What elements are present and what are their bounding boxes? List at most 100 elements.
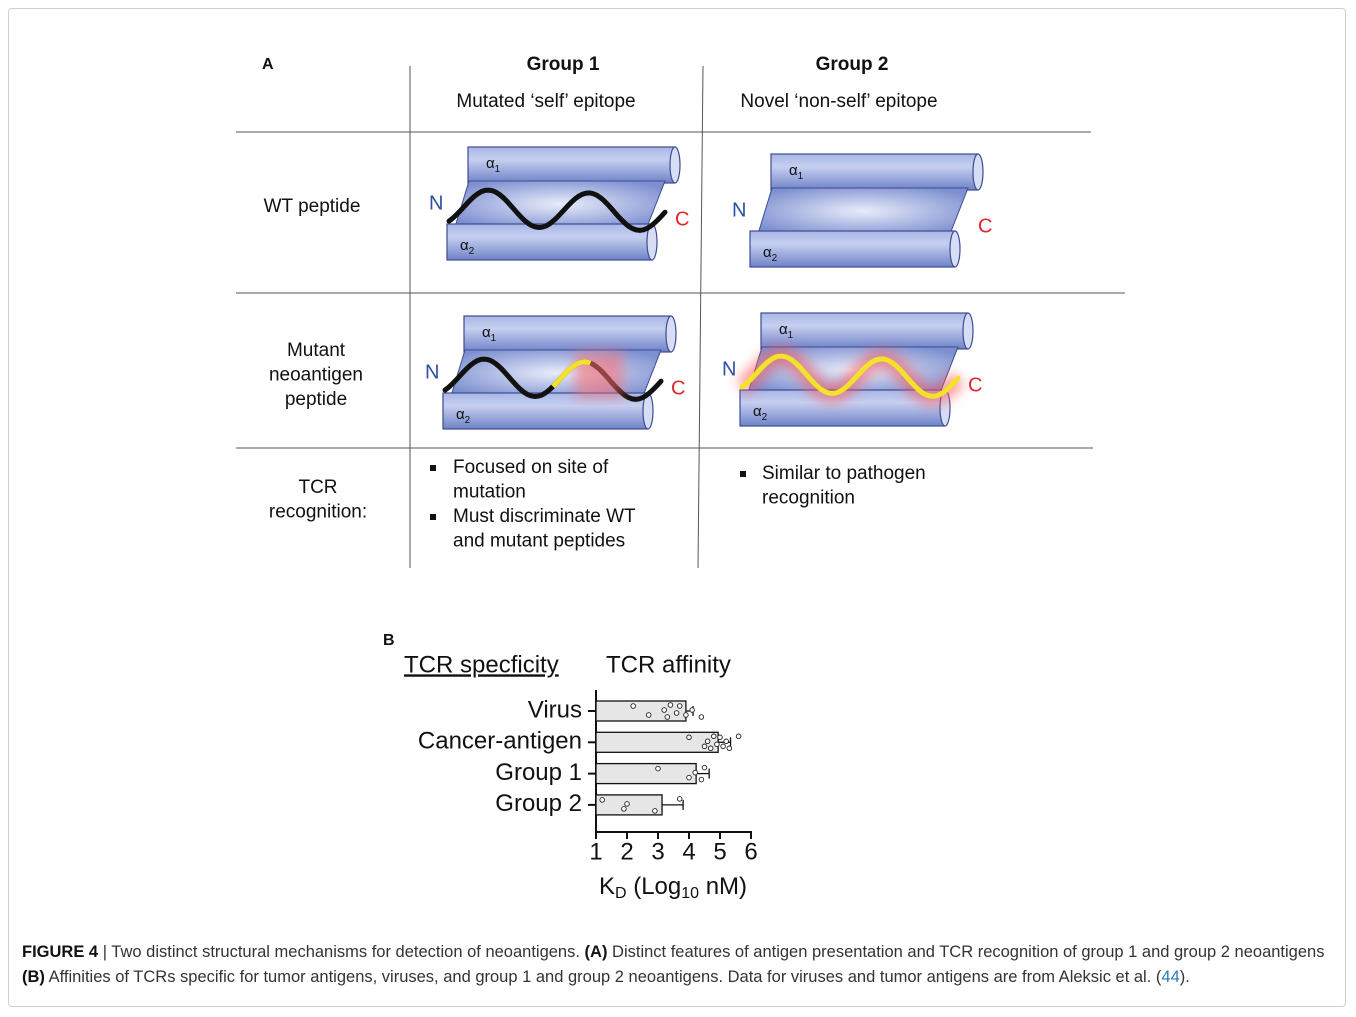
bullet: [430, 514, 436, 520]
data-point: [653, 809, 658, 814]
recognition-text: Must discriminate WT: [453, 506, 636, 527]
n-terminus: N: [429, 192, 443, 214]
reference-link[interactable]: 44: [1161, 968, 1179, 986]
x-tick-label: 1: [589, 838, 602, 865]
caption-part: Affinities of TCRs specific for tumor an…: [49, 968, 1162, 986]
c-terminus: C: [978, 215, 992, 237]
helix-symbol: α: [460, 237, 469, 254]
n-terminus: N: [732, 199, 746, 221]
data-point: [702, 765, 707, 770]
y-tick-label: Virus: [528, 696, 582, 723]
helix-end: [963, 313, 973, 349]
caption-part: Distinct features of antigen presentatio…: [612, 943, 1324, 961]
data-point: [727, 746, 732, 751]
caption: FIGURE 4 | Two distinct structural mecha…: [22, 940, 1338, 990]
row-label: peptide: [285, 389, 347, 410]
helix-end: [666, 316, 676, 352]
data-point: [656, 766, 661, 771]
column-title: Group 1: [527, 54, 600, 75]
data-point: [699, 777, 704, 782]
data-point: [684, 713, 689, 718]
row-label: TCR: [298, 477, 337, 498]
c-terminus: C: [675, 208, 689, 230]
helix-end: [670, 147, 680, 183]
helix-index: 2: [762, 412, 768, 423]
c-terminus: C: [968, 374, 982, 396]
data-point: [712, 734, 717, 739]
x-tick-label: 6: [744, 838, 757, 865]
n-terminus: N: [425, 361, 439, 383]
x-label-part: K: [599, 873, 615, 900]
column-header: TCR specficity: [404, 651, 559, 678]
c-terminus: C: [671, 377, 685, 399]
data-point: [600, 798, 605, 803]
helix: [443, 393, 648, 429]
groove-floor: [758, 188, 968, 234]
data-point: [724, 739, 729, 744]
x-tick-label: 2: [620, 838, 633, 865]
recognition-text: Focused on site of: [453, 457, 609, 478]
helix: [750, 231, 955, 267]
x-tick-label: 3: [651, 838, 664, 865]
data-point: [668, 703, 673, 708]
caption-part-label: (A): [585, 943, 608, 961]
data-point: [705, 739, 710, 744]
row-label: recognition:: [269, 502, 367, 523]
divider-line: [698, 66, 703, 568]
row-label: Mutant: [287, 340, 346, 361]
recognition-text: Similar to pathogen: [762, 463, 926, 484]
y-tick-label: Cancer-antigen: [418, 728, 582, 755]
x-tick-label: 5: [713, 838, 726, 865]
helix-end: [973, 154, 983, 190]
helix-symbol: α: [763, 244, 772, 261]
n-terminus: N: [722, 358, 736, 380]
column-header: TCR affinity: [606, 651, 731, 678]
data-point: [674, 711, 679, 716]
data-point: [736, 734, 741, 739]
data-point: [715, 742, 720, 747]
recognition-text: recognition: [762, 488, 855, 509]
caption-end: ).: [1180, 968, 1190, 986]
data-point: [662, 708, 667, 713]
panel-label: B: [383, 632, 395, 649]
data-point: [693, 770, 698, 775]
data-point: [631, 704, 636, 709]
x-label-subscript: D: [615, 885, 627, 902]
x-axis-label: KD (Log10 nM): [599, 873, 747, 902]
caption-text: Two distinct structural mechanisms for d…: [111, 943, 580, 961]
helix-symbol: α: [456, 406, 465, 423]
caption-part-label: (B): [22, 968, 45, 986]
data-point: [646, 713, 651, 718]
helix-symbol: α: [779, 321, 788, 338]
x-label-part: nM): [699, 873, 747, 900]
column-subtitle: Novel ‘non-self’ epitope: [740, 91, 937, 112]
data-point: [687, 735, 692, 740]
helix-index: 2: [465, 415, 471, 426]
helix-index: 1: [798, 171, 804, 182]
recognition-text: and mutant peptides: [453, 531, 625, 552]
data-point: [622, 807, 627, 812]
data-point: [665, 715, 670, 720]
bullet: [740, 471, 746, 477]
data-point: [677, 797, 682, 802]
recognition-text: mutation: [453, 482, 526, 503]
caption-label: FIGURE 4: [22, 943, 98, 961]
data-point: [721, 744, 726, 749]
helix-symbol: α: [789, 162, 798, 179]
helix: [447, 224, 652, 260]
helix-index: 1: [491, 333, 497, 344]
caption-separator: |: [103, 943, 107, 961]
helix-index: 2: [469, 246, 475, 257]
helix-symbol: α: [482, 324, 491, 341]
row-label: WT peptide: [264, 196, 361, 217]
data-point: [702, 744, 707, 749]
row-label: neoantigen: [269, 365, 363, 386]
helix-symbol: α: [486, 155, 495, 172]
panel-label: A: [262, 56, 274, 73]
data-point: [687, 775, 692, 780]
